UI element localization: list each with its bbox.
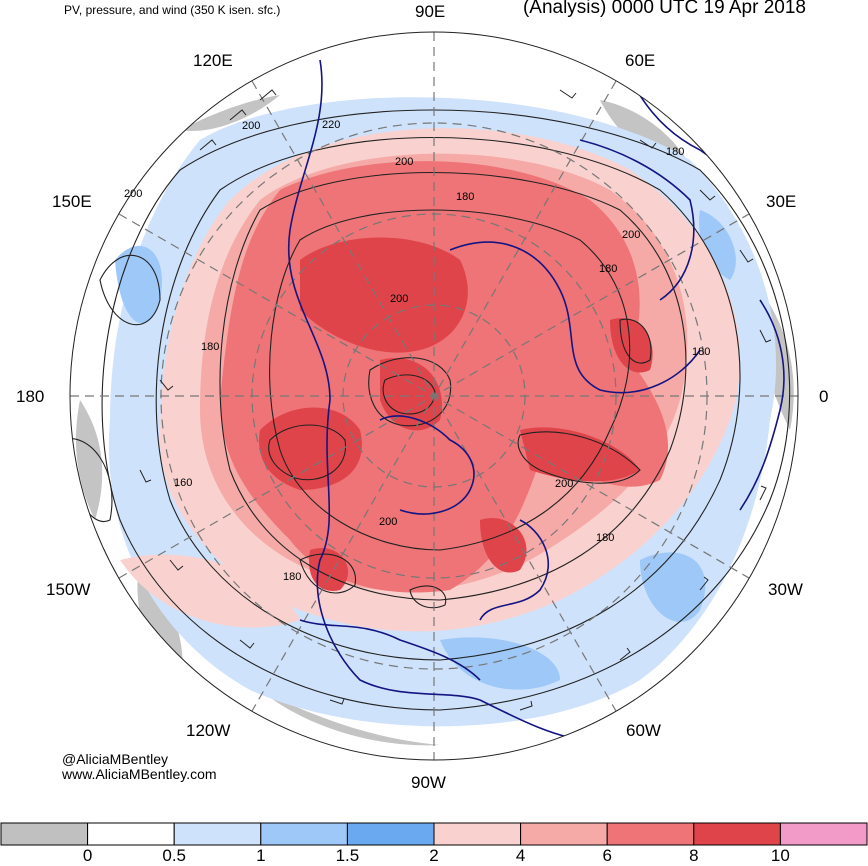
contour-label: 180: [599, 263, 617, 275]
credit-handle: @AliciaMBentley: [62, 751, 169, 767]
colorbar-tick-label: 8: [689, 846, 699, 865]
lon-label-90w: 90W: [411, 773, 446, 792]
lon-label-60e: 60E: [625, 51, 656, 70]
colorbar-tick-label: 4: [515, 846, 526, 865]
pressure-contours: [70, 109, 791, 711]
lon-label-120e: 120E: [193, 51, 233, 70]
lon-label-30w: 30W: [768, 580, 803, 599]
colorbar-segment: [173, 822, 262, 846]
lon-label-150e: 150E: [52, 192, 92, 211]
contour-label: 180: [692, 346, 710, 358]
colorbar-segment: [779, 822, 868, 846]
lon-label-150w: 150W: [46, 580, 91, 599]
colorbar-segment: [693, 822, 781, 846]
map-fields: [70, 32, 798, 760]
analysis-time-title: (Analysis) 0000 UTC 19 Apr 2018: [522, 0, 806, 18]
colorbar-segment: [87, 822, 175, 846]
colorbar-segment: [346, 822, 435, 846]
colorbar-segment: [520, 822, 608, 846]
contour-label: 200: [379, 516, 397, 528]
map-title: PV, pressure, and wind (350 K isen. sfc.…: [64, 3, 281, 17]
contour-labels: 220 200 200 200 200 180 180 180 180 180 …: [124, 119, 710, 583]
colorbar-tick-label: 1: [256, 846, 266, 865]
contour-label: 180: [201, 341, 219, 353]
contour-label: 200: [390, 293, 408, 305]
contour-label: 200: [395, 156, 413, 168]
lon-label-30e: 30E: [766, 192, 797, 211]
contour-label: 200: [242, 120, 260, 132]
contour-label: 180: [596, 532, 614, 544]
colorbar-segment: [0, 822, 89, 846]
contour-label: 180: [283, 571, 301, 583]
contour-label: 180: [666, 146, 684, 158]
colorbar-tick-label: 10: [770, 846, 790, 865]
colorbar-tick-label: 0: [82, 846, 93, 865]
lon-label-90e: 90E: [415, 2, 446, 21]
colorbar-segment: [260, 822, 348, 846]
contour-label: 220: [322, 119, 340, 131]
wind-barbs: [139, 89, 772, 711]
colorbar-tick-label: 0.5: [162, 846, 187, 865]
credit-website: www.AliciaMBentley.com: [62, 766, 217, 782]
graticule: [70, 32, 798, 760]
colorbar-segment: [606, 822, 695, 846]
lon-label-60w: 60W: [626, 721, 661, 740]
colorbar-tick-label: 2: [429, 846, 439, 865]
contour-label: 180: [456, 191, 474, 203]
contour-label: 200: [124, 188, 142, 200]
lon-label-180: 180: [16, 387, 45, 406]
pv-band-1-5: [115, 210, 736, 690]
contour-label: 200: [555, 478, 573, 490]
colorbar: [0, 822, 868, 846]
lon-label-0: 0: [819, 387, 829, 406]
map-border: [69, 31, 799, 761]
contour-label: 200: [622, 229, 640, 241]
colorbar-tick-label: 1.5: [335, 846, 360, 865]
colorbar-tick-label: 6: [602, 846, 612, 865]
lon-label-120w: 120W: [186, 721, 231, 740]
colorbar-segment: [433, 822, 522, 846]
contour-label: 160: [174, 477, 192, 489]
